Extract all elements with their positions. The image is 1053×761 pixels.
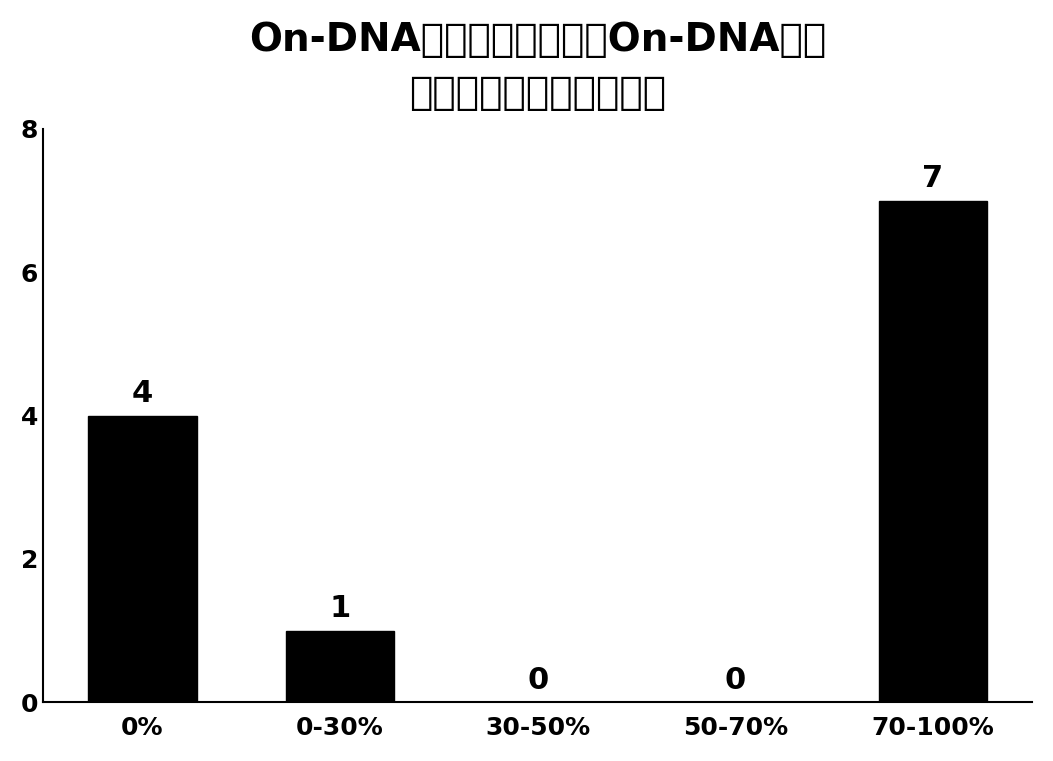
Text: 1: 1 [330,594,351,623]
Text: 0: 0 [528,666,549,695]
Text: 0: 0 [724,666,746,695]
Bar [285,631,395,702]
Bar [88,416,197,702]
Text: 7: 7 [922,164,943,193]
Title: On-DNA芳基碘代物转化为On-DNA芳基
叠氮化合物的转化率分布: On-DNA芳基碘代物转化为On-DNA芳基 叠氮化合物的转化率分布 [250,21,827,112]
Text: 4: 4 [132,380,153,409]
Bar [878,200,988,702]
